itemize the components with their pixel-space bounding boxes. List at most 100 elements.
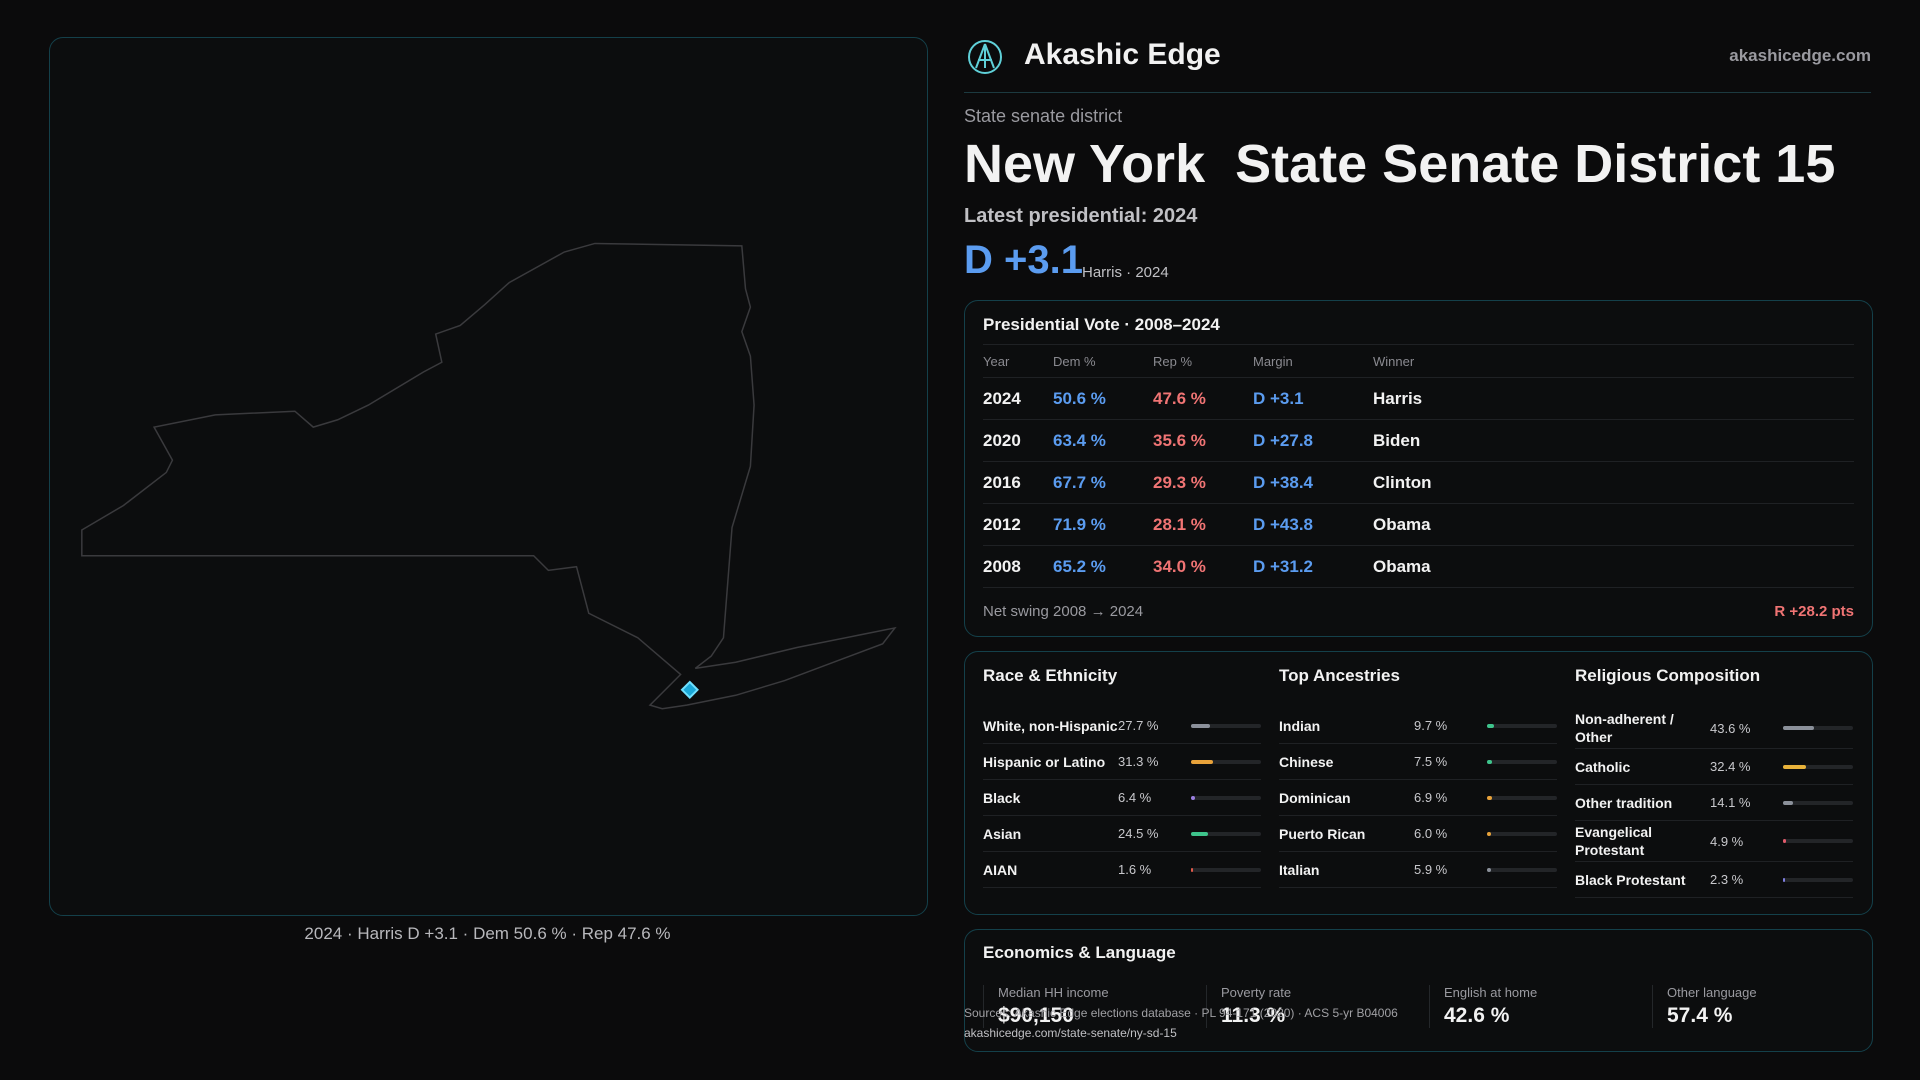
card-title: Economics & Language: [983, 943, 1176, 962]
row-value: 9.7 %: [1414, 718, 1448, 733]
row-label: Black: [983, 789, 1021, 806]
item-label: Other language: [1667, 985, 1757, 1000]
item-label: Poverty rate: [1221, 985, 1292, 1000]
table-cell: Harris: [1373, 388, 1423, 408]
bar: [1487, 795, 1492, 800]
row-label: Asian: [983, 825, 1022, 842]
bar: [1783, 839, 1787, 843]
presidential-card: Presidential Vote · 2008–2024 Year Dem % R…: [964, 300, 1873, 637]
bar: [1191, 795, 1196, 800]
table-cell: 29.3 %: [1153, 472, 1206, 492]
bar: [1191, 723, 1211, 728]
row-value: 32.4 %: [1710, 759, 1751, 774]
item-value: 57.4 %: [1667, 1004, 1733, 1027]
column-header: Rep %: [1153, 353, 1193, 369]
row-label: Italian: [1279, 861, 1320, 878]
site: akashicedge.com: [1729, 46, 1871, 65]
row-label: Dominican: [1279, 789, 1351, 806]
table-cell: D +27.8: [1253, 430, 1314, 450]
demographic-row: Other tradition 14.1 %: [1575, 785, 1853, 821]
demographic-row: Puerto Rican 6.0 %: [1279, 816, 1557, 852]
demographic-group: Top Ancestries Indian 9.7 % Chinese 7.5 % Dom…: [1279, 666, 1557, 888]
row-label: Evangelical Protestant: [1575, 824, 1653, 858]
demographic-row: Evangelical Protestant 4.9 %: [1575, 821, 1853, 862]
demographic-group: Religious Composition Non-adherent / Othe…: [1575, 666, 1853, 898]
bar: [1487, 759, 1493, 764]
bar: [1191, 759, 1213, 764]
row-value: 5.9 %: [1414, 862, 1448, 877]
row-value: 27.7 %: [1118, 718, 1159, 733]
row-label: White, non-Hispanic: [983, 717, 1118, 734]
table-cell: 65.2 %: [1053, 556, 1106, 576]
demographic-row: Black 6.4 %: [983, 780, 1261, 816]
demographic-row: Dominican 6.9 %: [1279, 780, 1557, 816]
item-label: Median HH income: [998, 985, 1109, 1000]
row-label: Other tradition: [1575, 794, 1673, 811]
table-cell: 2016: [983, 472, 1021, 492]
demographics: Race & Ethnicity White, non-Hispanic 27.7 …: [983, 666, 1854, 906]
table-header: Year Dem % Rep % Margin Winner: [983, 345, 1854, 378]
column-header: Margin: [1253, 353, 1293, 369]
row-value: 43.6 %: [1710, 720, 1751, 736]
table-cell: 34.0 %: [1153, 556, 1206, 576]
table-cell: D +43.8: [1253, 514, 1314, 534]
table-cell: 35.6 %: [1153, 430, 1206, 450]
row-label: AIAN: [983, 861, 1018, 878]
row-value: 7.5 %: [1414, 754, 1448, 769]
row-value: 6.9 %: [1414, 790, 1448, 805]
bar-track: [1487, 867, 1557, 872]
bar: [1783, 764, 1806, 769]
bar: [1191, 831, 1209, 836]
table-cell: D +38.4: [1253, 472, 1314, 492]
item-label: English at home: [1444, 985, 1538, 1000]
bar-track: [1487, 759, 1557, 764]
item-value: 42.6 %: [1444, 1004, 1510, 1027]
table-cell: D +31.2: [1253, 556, 1314, 576]
row-label: Hispanic or Latino: [983, 753, 1106, 770]
table-row: 2016 67.7 % 29.3 % D +38.4 Clinton: [983, 462, 1854, 504]
demographic-row: Non-adherent / Other 43.6 %: [1575, 708, 1853, 749]
logo: [968, 40, 1002, 74]
table-cell: 2012: [983, 514, 1021, 534]
table-cell: 71.9 %: [1053, 514, 1106, 534]
table-cell: 2024: [983, 388, 1021, 408]
table-row: 2024 50.6 % 47.6 % D +3.1 Harris: [983, 378, 1854, 420]
bar-track: [1783, 764, 1853, 769]
swing-label: Net swing 2008 → 2024: [983, 603, 1144, 620]
map-caption: 2024 · Harris D +3.1 · Dem 50.6 % · Rep …: [304, 924, 671, 943]
economic-item: English at home 42.6 %: [1429, 985, 1654, 1028]
bar-track: [1783, 877, 1853, 882]
column-header: Winner: [1373, 353, 1415, 369]
table-cell: D +3.1: [1253, 388, 1304, 408]
table-cell: Obama: [1373, 556, 1431, 576]
sources: Sources: Akashic Edge elections database…: [964, 1006, 1398, 1020]
table-row: 2008 65.2 % 34.0 % D +31.2 Obama: [983, 546, 1854, 588]
row-value: 2.3 %: [1710, 872, 1744, 887]
group-title: Top Ancestries: [1279, 666, 1400, 685]
row-label: Indian: [1279, 717, 1321, 734]
district-kind: State senate district: [964, 106, 1123, 126]
row-label: Black Protestant: [1575, 871, 1686, 888]
bar: [1487, 723, 1494, 728]
table-cell: Obama: [1373, 514, 1431, 534]
column-header: Year: [983, 353, 1010, 369]
bar: [1783, 726, 1814, 730]
swing-value: R +28.2 pts: [1774, 603, 1854, 620]
table-cell: 67.7 %: [1053, 472, 1106, 492]
row-label: Catholic: [1575, 758, 1631, 775]
table-cell: 2020: [983, 430, 1021, 450]
demographics-card: Race & Ethnicity White, non-Hispanic 27.7 …: [964, 651, 1873, 915]
vote-table: Year Dem % Rep % Margin Winner 2024 50.6 % 47.6…: [983, 344, 1854, 588]
row-value: 14.1 %: [1710, 795, 1751, 810]
table-cell: 50.6 %: [1053, 388, 1106, 408]
group-title: Race & Ethnicity: [983, 666, 1118, 685]
demographic-row: Asian 24.5 %: [983, 816, 1261, 852]
bar-track: [1487, 795, 1557, 800]
margin-note: Harris · 2024: [1082, 264, 1169, 281]
table-cell: Biden: [1373, 430, 1421, 450]
demographic-row: Chinese 7.5 %: [1279, 744, 1557, 780]
economic-item: Other language 57.4 %: [1652, 985, 1877, 1028]
table-cell: Clinton: [1373, 472, 1432, 492]
demographic-group: Race & Ethnicity White, non-Hispanic 27.7 …: [983, 666, 1261, 888]
